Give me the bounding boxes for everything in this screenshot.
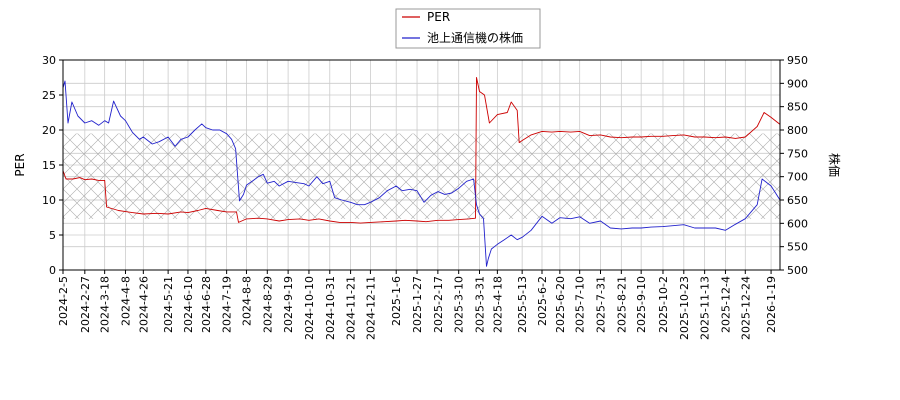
x-tick-label: 2025-5-13: [516, 276, 529, 333]
x-tick-label: 2024-8-29: [261, 276, 274, 333]
x-tick-label: 2024-2-27: [79, 276, 92, 333]
left-tick-label: 25: [42, 89, 56, 102]
right-axis-title: 株価: [827, 153, 842, 177]
right-tick-label: 750: [787, 147, 808, 160]
series-line-0: [62, 77, 781, 224]
right-tick-label: 650: [787, 194, 808, 207]
series-lines: [62, 77, 781, 267]
x-tick-label: 2025-7-10: [574, 276, 587, 333]
x-tick-label: 2025-9-10: [635, 276, 648, 333]
x-tick-label: 2024-11-21: [345, 276, 358, 340]
x-tick-label: 2024-5-21: [162, 276, 175, 333]
x-tick-label: 2024-2-5: [57, 276, 70, 326]
x-axis: 2024-2-5 2024-2-27 2024-3-18 2024-4-8 2024-4…: [57, 270, 778, 340]
x-tick-label: 2025-11-13: [699, 276, 712, 340]
legend-box: [395, 8, 541, 49]
right-tick-label: 950: [787, 54, 808, 67]
right-tick-label: 500: [787, 264, 808, 277]
x-tick-label: 2024-6-10: [182, 276, 195, 333]
x-tick-label: 2025-12-24: [739, 276, 752, 340]
x-tick-label: 2024-10-31: [324, 276, 337, 340]
x-tick-label: 2025-12-4: [719, 276, 732, 333]
left-tick-label: 0: [49, 264, 56, 277]
right-tick-label: 700: [787, 171, 808, 184]
left-tick-label: 10: [42, 194, 56, 207]
right-axis: 500 550 600 650 700 750 800 850 900 950: [780, 54, 808, 277]
x-tick-label: 2026-1-19: [765, 276, 778, 333]
x-tick-label: 2024-7-19: [221, 276, 234, 333]
right-tick-label: 800: [787, 124, 808, 137]
left-tick-label: 5: [49, 229, 56, 242]
right-tick-label: 850: [787, 101, 808, 114]
left-tick-label: 20: [42, 124, 56, 137]
legend-label-per: PER: [427, 10, 450, 24]
x-tick-label: 2025-10-23: [678, 276, 691, 340]
right-tick-label: 900: [787, 77, 808, 90]
series-line-1: [62, 80, 781, 267]
x-tick-label: 2024-4-8: [119, 276, 132, 326]
left-axis-title: PER: [13, 153, 27, 176]
x-tick-label: 2025-1-6: [390, 276, 403, 326]
x-tick-label: 2025-1-27: [411, 276, 424, 333]
x-tick-label: 2024-10-10: [303, 276, 316, 340]
right-tick-label: 600: [787, 217, 808, 230]
legend-label-price: 池上通信機の株価: [427, 30, 523, 45]
x-tick-label: 2024-6-28: [200, 276, 213, 333]
x-tick-label: 2024-4-26: [137, 276, 150, 333]
x-tick-label: 2025-6-2: [536, 276, 549, 326]
x-tick-label: 2024-3-18: [99, 276, 112, 333]
x-tick-label: 2024-8-8: [240, 276, 253, 326]
x-tick-label: 2025-3-31: [474, 276, 487, 333]
left-tick-label: 15: [42, 159, 56, 172]
legend: PER 池上通信機の株価: [395, 8, 541, 49]
left-tick-label: 30: [42, 54, 56, 67]
x-tick-label: 2025-8-21: [615, 276, 628, 333]
x-tick-label: 2025-10-2: [657, 276, 670, 333]
right-tick-label: 550: [787, 241, 808, 254]
x-tick-label: 2024-9-19: [282, 276, 295, 333]
x-tick-label: 2024-12-11: [364, 276, 377, 340]
x-tick-label: 2025-4-18: [491, 276, 504, 333]
x-tick-label: 2025-2-17: [432, 276, 445, 333]
x-tick-label: 2025-7-31: [595, 276, 608, 333]
x-tick-label: 2025-3-10: [453, 276, 466, 333]
x-tick-label: 2025-6-20: [554, 276, 567, 333]
left-axis: 0 5 10 15 20 25 30: [42, 54, 63, 277]
pe-range-band: [63, 133, 780, 219]
